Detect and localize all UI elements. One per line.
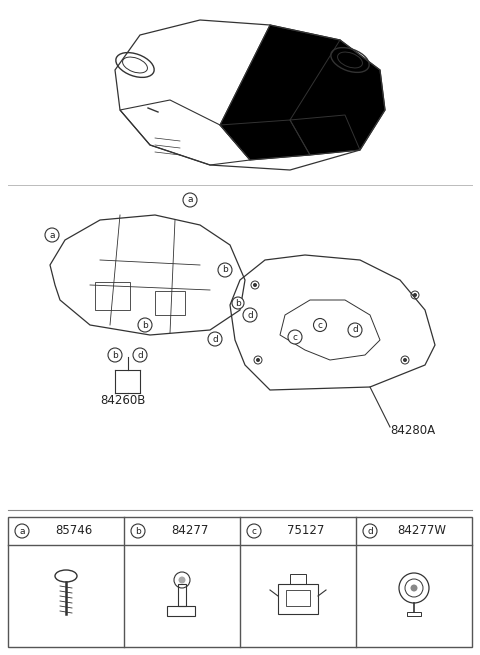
Text: 84277: 84277 <box>171 525 209 538</box>
Circle shape <box>232 297 244 309</box>
Text: d: d <box>137 350 143 360</box>
Text: b: b <box>222 265 228 274</box>
Circle shape <box>247 524 261 538</box>
Circle shape <box>138 318 152 332</box>
Bar <box>407 612 421 616</box>
Circle shape <box>348 323 362 337</box>
Circle shape <box>410 584 418 591</box>
Text: b: b <box>112 350 118 360</box>
Circle shape <box>208 332 222 346</box>
Text: 84260B: 84260B <box>100 394 145 407</box>
Bar <box>167 606 195 616</box>
Text: 84280A: 84280A <box>390 424 435 436</box>
Circle shape <box>218 263 232 277</box>
Text: d: d <box>247 310 253 320</box>
Text: a: a <box>187 195 193 204</box>
Text: c: c <box>317 320 323 329</box>
Circle shape <box>131 524 145 538</box>
Text: 85746: 85746 <box>55 525 93 538</box>
Text: d: d <box>352 326 358 335</box>
Text: a: a <box>49 231 55 240</box>
Text: d: d <box>212 335 218 343</box>
Circle shape <box>363 524 377 538</box>
Bar <box>286 590 310 606</box>
Circle shape <box>15 524 29 538</box>
Circle shape <box>288 330 302 344</box>
Bar <box>155 291 185 315</box>
Bar <box>8 517 472 647</box>
Circle shape <box>413 293 417 297</box>
Ellipse shape <box>55 570 77 582</box>
Circle shape <box>243 308 257 322</box>
Circle shape <box>108 348 122 362</box>
Text: 75127: 75127 <box>288 525 324 538</box>
Bar <box>290 574 306 584</box>
Bar <box>178 584 186 606</box>
Text: a: a <box>19 527 25 536</box>
Circle shape <box>179 576 185 584</box>
Text: d: d <box>367 527 373 536</box>
Polygon shape <box>220 25 385 160</box>
Text: c: c <box>292 333 298 341</box>
Text: 84277W: 84277W <box>397 525 446 538</box>
Circle shape <box>313 318 326 331</box>
Text: b: b <box>235 299 241 307</box>
Bar <box>95 282 130 310</box>
Text: c: c <box>252 527 256 536</box>
Circle shape <box>133 348 147 362</box>
Text: b: b <box>142 320 148 329</box>
Circle shape <box>45 228 59 242</box>
Bar <box>278 584 318 614</box>
Circle shape <box>183 193 197 207</box>
Circle shape <box>403 358 407 362</box>
Circle shape <box>253 283 257 287</box>
Text: b: b <box>135 527 141 536</box>
Circle shape <box>256 358 260 362</box>
